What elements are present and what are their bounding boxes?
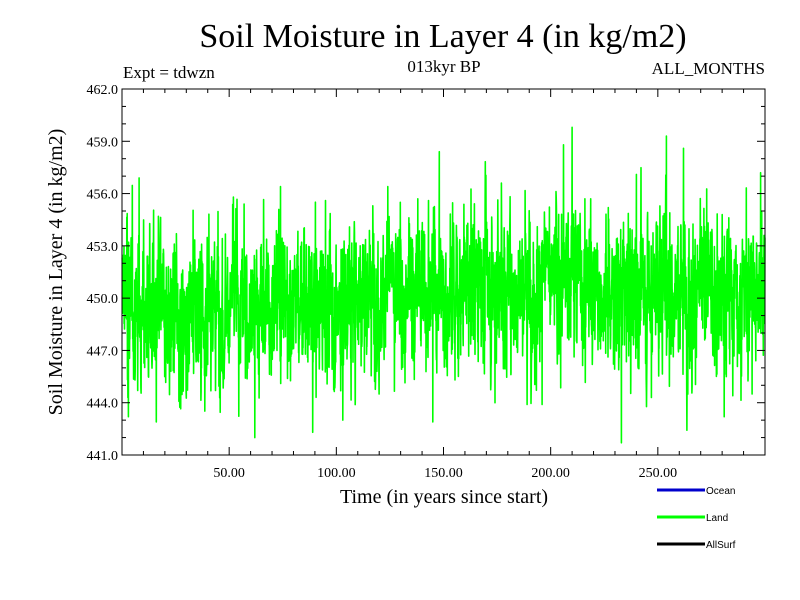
experiment-label: Expt = tdwzn (123, 63, 215, 82)
y-tick-label: 456.0 (87, 188, 119, 203)
legend-label-ocean: Ocean (706, 486, 735, 497)
legend-item-ocean: Ocean (657, 486, 735, 497)
x-tick-label: 250.00 (639, 466, 678, 481)
x-tick-label: 150.00 (424, 466, 463, 481)
x-tick-label: 200.00 (531, 466, 570, 481)
y-tick-label: 441.0 (87, 449, 119, 464)
y-axis-label: Soil Moisture in Layer 4 (in kg/m2) (45, 129, 67, 416)
legend: Ocean Land AllSurf (657, 486, 736, 551)
y-tick-label: 447.0 (87, 344, 119, 359)
series-line-land (121, 126, 766, 444)
period-label: 013kyr BP (407, 57, 480, 76)
months-label: ALL_MONTHS (652, 59, 765, 78)
x-tick-label: 50.00 (213, 466, 245, 481)
x-tick-label: 100.00 (317, 466, 356, 481)
x-axis-label: Time (in years since start) (340, 486, 548, 508)
y-tick-label: 462.0 (87, 83, 119, 98)
series-layer (121, 126, 766, 444)
y-tick-label: 450.0 (87, 292, 119, 307)
y-tick-label: 444.0 (87, 397, 119, 412)
legend-label-allsurf: AllSurf (706, 540, 736, 551)
y-tick-label: 453.0 (87, 240, 119, 255)
legend-label-land: Land (706, 513, 728, 524)
y-tick-label: 459.0 (87, 135, 119, 150)
chart-title: Soil Moisture in Layer 4 (in kg/m2) (199, 18, 686, 55)
legend-item-land: Land (657, 513, 728, 524)
axis-layer: 50.00 100.00 150.00 200.00 250.00 441.0 444.0 4… (87, 83, 766, 481)
legend-item-allsurf: AllSurf (657, 540, 736, 551)
